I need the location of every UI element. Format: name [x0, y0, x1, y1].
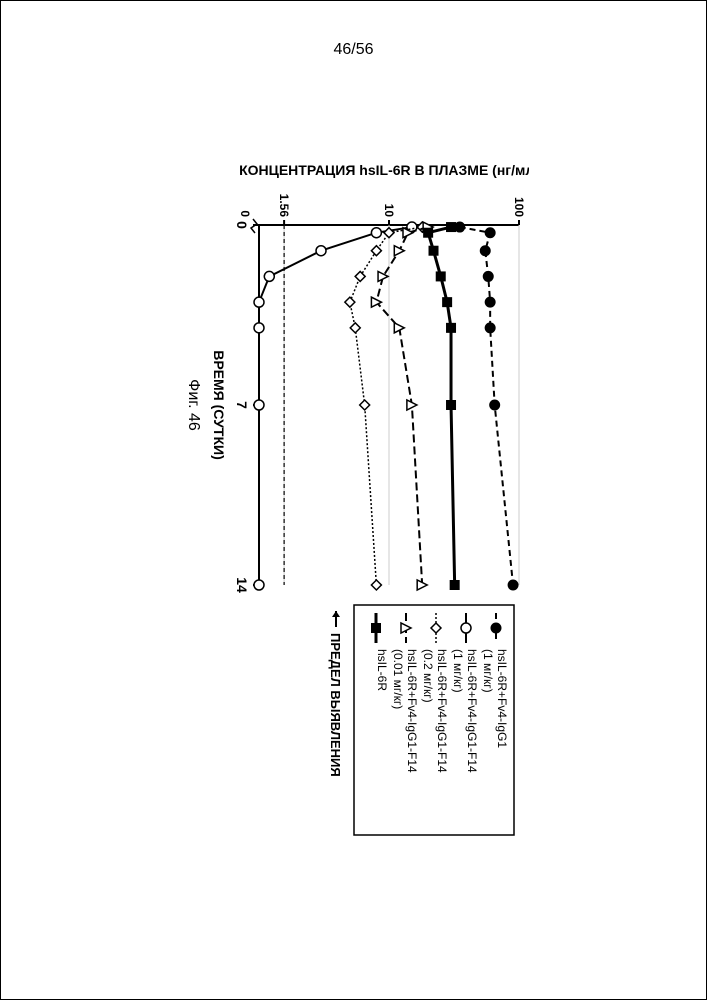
svg-text:(1 мг/кг): (1 мг/кг) — [451, 649, 465, 693]
svg-text:hsIL-6R+Fv4-IgG1-F14: hsIL-6R+Fv4-IgG1-F14 — [435, 649, 449, 773]
svg-text:(0.2 мг/кг): (0.2 мг/кг) — [421, 649, 435, 703]
page-number: 46/56 — [1, 41, 706, 59]
svg-text:ВРЕМЯ (СУТКИ): ВРЕМЯ (СУТКИ) — [211, 350, 227, 460]
svg-text:0: 0 — [234, 221, 250, 229]
svg-text:hsIL-6R+Fv4-IgG1-F14: hsIL-6R+Fv4-IgG1-F14 — [405, 649, 419, 773]
svg-text:7: 7 — [234, 401, 250, 409]
svg-text:КОНЦЕНТРАЦИЯ hsIL-6R В ПЛАЗМЕ: КОНЦЕНТРАЦИЯ hsIL-6R В ПЛАЗМЕ (нг/мл) — [239, 162, 529, 178]
svg-text:hsIL-6R+Fv4-IgG1-F14: hsIL-6R+Fv4-IgG1-F14 — [465, 649, 479, 773]
svg-text:(1 мг/кг): (1 мг/кг) — [481, 649, 495, 693]
svg-text:hsIL-6R+Fv4-IgG1: hsIL-6R+Fv4-IgG1 — [495, 649, 509, 748]
svg-text:hsIL-6R: hsIL-6R — [375, 649, 389, 691]
plasma-concentration-chart: 1.56 10 100 0 0 7 14 ВРЕМЯ (СУТКИ) КОНЦЕНТРАЦИЯ … — [179, 155, 529, 845]
svg-text:ПРЕДЕЛ ВЫЯВЛЕНИЯ: ПРЕДЕЛ ВЫЯВЛЕНИЯ — [328, 633, 343, 777]
svg-text:Фиг. 46: Фиг. 46 — [185, 379, 202, 431]
svg-text:10: 10 — [382, 204, 396, 218]
svg-text:100: 100 — [512, 197, 526, 217]
chart-container: 1.56 10 100 0 0 7 14 ВРЕМЯ (СУТКИ) КОНЦЕНТРАЦИЯ … — [179, 155, 529, 845]
svg-text:0: 0 — [238, 210, 252, 217]
svg-text:1.56: 1.56 — [277, 194, 291, 218]
svg-text:14: 14 — [234, 577, 250, 593]
svg-text:(0.01 мг/кг): (0.01 мг/кг) — [391, 649, 405, 709]
